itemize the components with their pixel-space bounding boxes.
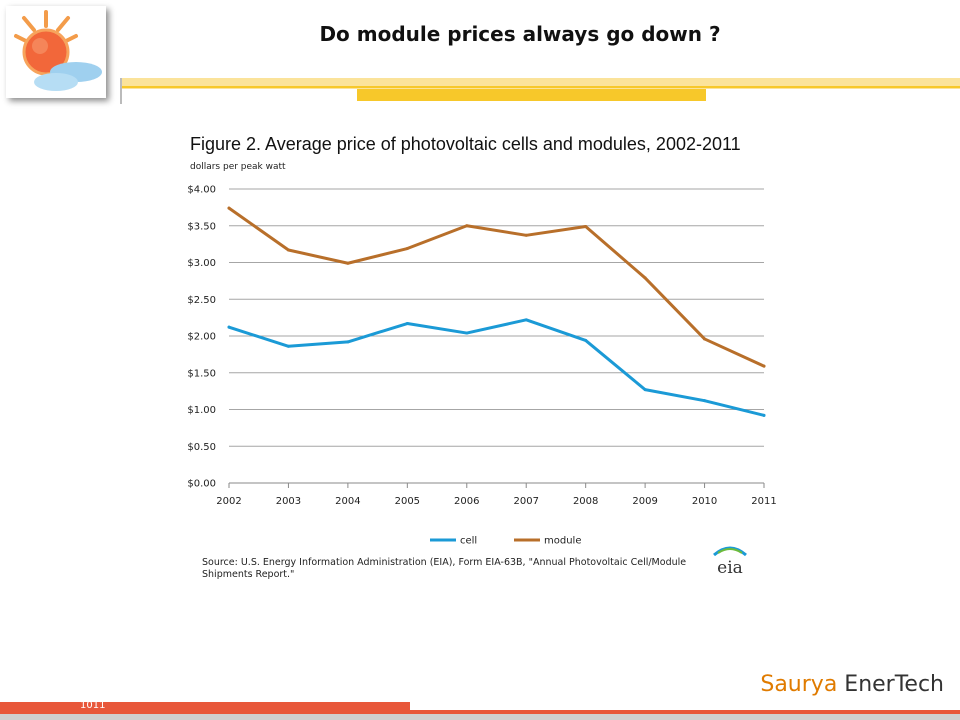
- data-point-cell: [762, 413, 766, 417]
- header-bar: [122, 78, 960, 89]
- company-logo: [6, 6, 106, 98]
- legend-label-module: module: [544, 536, 581, 547]
- y-tick-label: $0.00: [187, 479, 216, 490]
- header-divider: [120, 78, 122, 104]
- y-tick-label: $3.00: [187, 258, 216, 269]
- y-tick-label: $3.50: [187, 221, 216, 232]
- x-axis-ticks: 2002 2003 2004 2005 2006 2007 2008 2009 2010 2011: [216, 483, 777, 507]
- x-tick-label: 2011: [751, 496, 776, 507]
- brand-name-part2: EnerTech: [844, 672, 944, 697]
- data-point-module: [524, 233, 528, 237]
- y-tick-label: $1.00: [187, 405, 216, 416]
- footer-base: [0, 714, 960, 720]
- x-tick-label: 2002: [216, 496, 241, 507]
- figure-source: Source: U.S. Energy Information Administ…: [202, 557, 687, 580]
- data-point-cell: [346, 340, 350, 344]
- data-point-cell: [703, 399, 707, 403]
- y-tick-label: $0.50: [187, 442, 216, 453]
- y-tick-label: $4.00: [187, 185, 216, 196]
- x-tick-label: 2008: [573, 496, 598, 507]
- data-point-module: [405, 247, 409, 251]
- data-point-module: [465, 224, 469, 228]
- data-point-cell: [465, 331, 469, 335]
- data-point-cell: [227, 325, 231, 329]
- figure-title: Figure 2. Average price of photovoltaic …: [190, 134, 741, 154]
- sun-cloud-logo-icon: [14, 10, 102, 91]
- y-tick-label: $2.50: [187, 295, 216, 306]
- footer-page-number: 1011: [80, 700, 106, 711]
- y-tick-label: $1.50: [187, 368, 216, 379]
- series-line-cell: [227, 318, 766, 417]
- legend-label-cell: cell: [460, 536, 477, 547]
- y-tick-label: $2.00: [187, 332, 216, 343]
- data-point-module: [643, 276, 647, 280]
- header-line: [122, 86, 960, 88]
- x-tick-label: 2005: [395, 496, 420, 507]
- x-tick-label: 2003: [276, 496, 301, 507]
- data-point-module: [703, 337, 707, 341]
- brand-name: Saurya EnerTech: [760, 672, 944, 697]
- x-tick-label: 2004: [335, 496, 360, 507]
- series-line-module: [227, 206, 766, 368]
- data-point-cell: [584, 338, 588, 342]
- footer-line: [0, 710, 960, 714]
- data-point-module: [762, 364, 766, 368]
- x-tick-label: 2010: [692, 496, 717, 507]
- eia-logo-icon: eia: [710, 543, 750, 578]
- data-point-module: [584, 224, 588, 228]
- data-point-module: [346, 261, 350, 265]
- svg-text:eia: eia: [717, 558, 743, 577]
- chart-legend: cell module: [430, 536, 581, 547]
- data-point-cell: [643, 388, 647, 392]
- data-point-cell: [405, 322, 409, 326]
- x-tick-label: 2006: [454, 496, 479, 507]
- data-point-module: [286, 248, 290, 252]
- chart-series: [227, 206, 766, 417]
- figure-unit-label: dollars per peak watt: [190, 162, 286, 172]
- data-point-cell: [524, 318, 528, 322]
- data-point-module: [227, 206, 231, 210]
- slide-title: Do module prices always go down ?: [319, 22, 721, 46]
- x-tick-label: 2009: [632, 496, 657, 507]
- data-point-cell: [286, 344, 290, 348]
- line-chart: $0.00 $0.50 $1.00 $1.50 $2.00 $2.50 $3.00 $3.50…: [187, 185, 777, 547]
- header-tab: [357, 89, 706, 101]
- chart-grid: [229, 188, 764, 484]
- y-axis-ticks: $0.00 $0.50 $1.00 $1.50 $2.00 $2.50 $3.00 $3.50…: [187, 185, 216, 490]
- x-tick-label: 2007: [513, 496, 538, 507]
- brand-name-part1: Saurya: [760, 672, 838, 697]
